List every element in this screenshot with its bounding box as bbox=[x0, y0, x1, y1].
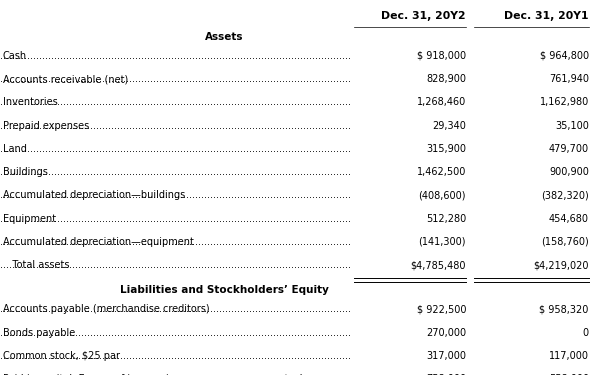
Text: (158,760): (158,760) bbox=[541, 237, 589, 247]
Text: 0: 0 bbox=[583, 328, 589, 338]
Text: ................................................................................: ........................................… bbox=[0, 237, 351, 247]
Text: 900,900: 900,900 bbox=[549, 167, 589, 177]
Text: ................................................................................: ........................................… bbox=[0, 98, 351, 108]
Text: Cash: Cash bbox=[3, 51, 27, 61]
Text: $4,785,480: $4,785,480 bbox=[411, 260, 466, 270]
Text: Common stock, $25 par: Common stock, $25 par bbox=[3, 351, 120, 361]
Text: 35,100: 35,100 bbox=[555, 121, 589, 131]
Text: 454,680: 454,680 bbox=[549, 214, 589, 224]
Text: ................................................................................: ........................................… bbox=[0, 121, 351, 131]
Text: 270,000: 270,000 bbox=[426, 328, 466, 338]
Text: ................................................................................: ........................................… bbox=[0, 351, 351, 361]
Text: 317,000: 317,000 bbox=[426, 351, 466, 361]
Text: ................................................................................: ........................................… bbox=[0, 144, 351, 154]
Text: ................................................................................: ........................................… bbox=[0, 328, 351, 338]
Text: 828,900: 828,900 bbox=[426, 74, 466, 84]
Text: ................................................................................: ........................................… bbox=[0, 167, 351, 177]
Text: ................................................................................: ........................................… bbox=[0, 51, 351, 61]
Text: 1,462,500: 1,462,500 bbox=[417, 167, 466, 177]
Text: Liabilities and Stockholders’ Equity: Liabilities and Stockholders’ Equity bbox=[120, 285, 329, 295]
Text: Prepaid expenses: Prepaid expenses bbox=[3, 121, 89, 131]
Text: Accounts receivable (net): Accounts receivable (net) bbox=[3, 74, 128, 84]
Text: Dec. 31, 20Y1: Dec. 31, 20Y1 bbox=[504, 11, 589, 21]
Text: $ 958,320: $ 958,320 bbox=[539, 304, 589, 314]
Text: $ 964,800: $ 964,800 bbox=[540, 51, 589, 61]
Text: Paid-in capital: Excess of issue price over par—common stock: Paid-in capital: Excess of issue price o… bbox=[3, 374, 306, 375]
Text: 512,280: 512,280 bbox=[426, 214, 466, 224]
Text: 761,940: 761,940 bbox=[549, 74, 589, 84]
Text: Land: Land bbox=[3, 144, 27, 154]
Text: Assets: Assets bbox=[205, 32, 244, 42]
Text: ................................................................................: ........................................… bbox=[0, 260, 351, 270]
Text: 479,700: 479,700 bbox=[549, 144, 589, 154]
Text: (382,320): (382,320) bbox=[541, 190, 589, 201]
Text: 315,900: 315,900 bbox=[426, 144, 466, 154]
Text: $4,219,020: $4,219,020 bbox=[533, 260, 589, 270]
Text: Accumulated depreciation—buildings: Accumulated depreciation—buildings bbox=[3, 190, 185, 201]
Text: ................................................................................: ........................................… bbox=[0, 74, 351, 84]
Text: Buildings: Buildings bbox=[3, 167, 48, 177]
Text: ................................................................................: ........................................… bbox=[0, 374, 351, 375]
Text: ................................................................................: ........................................… bbox=[0, 304, 351, 314]
Text: Equipment: Equipment bbox=[3, 214, 56, 224]
Text: 758,000: 758,000 bbox=[426, 374, 466, 375]
Text: (141,300): (141,300) bbox=[418, 237, 466, 247]
Text: 558,000: 558,000 bbox=[549, 374, 589, 375]
Text: 1,162,980: 1,162,980 bbox=[540, 98, 589, 108]
Text: 29,340: 29,340 bbox=[432, 121, 466, 131]
Text: Accumulated depreciation—equipment: Accumulated depreciation—equipment bbox=[3, 237, 194, 247]
Text: ................................................................................: ........................................… bbox=[0, 190, 351, 201]
Text: (408,600): (408,600) bbox=[418, 190, 466, 201]
Text: 1,268,460: 1,268,460 bbox=[417, 98, 466, 108]
Text: Accounts payable (merchandise creditors): Accounts payable (merchandise creditors) bbox=[3, 304, 209, 314]
Text: Bonds payable: Bonds payable bbox=[3, 328, 75, 338]
Text: $ 922,500: $ 922,500 bbox=[417, 304, 466, 314]
Text: Dec. 31, 20Y2: Dec. 31, 20Y2 bbox=[382, 11, 466, 21]
Text: 117,000: 117,000 bbox=[549, 351, 589, 361]
Text: $ 918,000: $ 918,000 bbox=[417, 51, 466, 61]
Text: ................................................................................: ........................................… bbox=[0, 214, 351, 224]
Text: Inventories: Inventories bbox=[3, 98, 58, 108]
Text: Total assets: Total assets bbox=[3, 260, 70, 270]
